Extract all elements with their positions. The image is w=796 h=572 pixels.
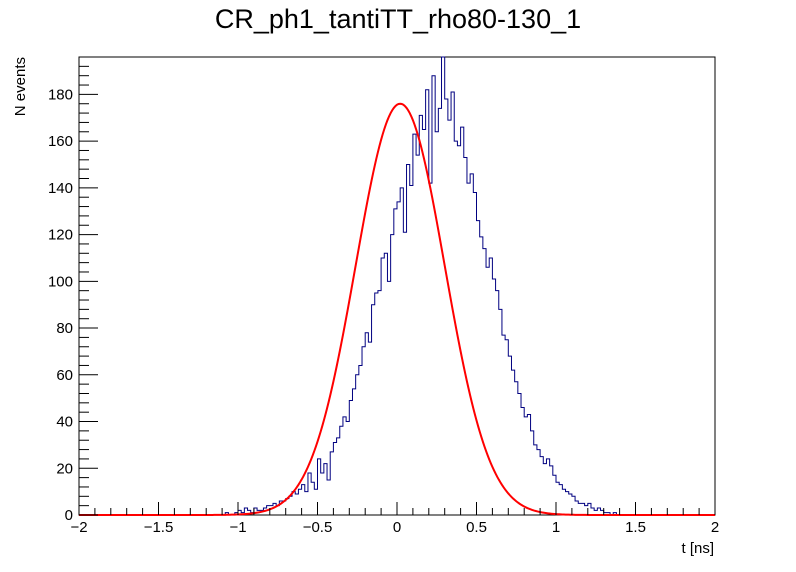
x-tick-label: 0 <box>393 519 401 536</box>
histogram-layer <box>79 56 715 516</box>
y-tick-label: 100 <box>48 273 73 290</box>
x-tick-label: −1.5 <box>144 519 174 536</box>
fit-layer <box>79 102 715 516</box>
x-tick-label: 0.5 <box>466 519 487 536</box>
y-tick-label: 0 <box>65 507 73 524</box>
y-axis-label: N events <box>12 57 29 116</box>
gaussian-fit-line <box>79 102 715 516</box>
histogram-series <box>79 56 715 516</box>
y-tick-label: 160 <box>48 133 73 150</box>
x-tick-label: −1 <box>229 519 246 536</box>
x-tick-label: 1.5 <box>625 519 646 536</box>
y-tick-label: 60 <box>56 367 73 384</box>
y-tick-label: 180 <box>48 86 73 103</box>
x-tick-label: 1 <box>552 519 560 536</box>
plot-frame <box>78 56 716 516</box>
x-tick-label: −2 <box>70 519 87 536</box>
x-tick-label: 2 <box>711 519 719 536</box>
y-tick-label: 20 <box>56 460 73 477</box>
y-tick-label: 120 <box>48 227 73 244</box>
chart-title: CR_ph1_tantiTT_rho80-130_1 <box>214 4 582 34</box>
x-tick-label: −0.5 <box>303 519 333 536</box>
y-tick-label: 80 <box>56 320 73 337</box>
axis-layer: −2 −1.5 −1 −0.5 0 0.5 1 1.5 20204060801001201401… <box>48 56 719 536</box>
y-tick-label: 40 <box>56 414 73 431</box>
x-axis-label: t [ns] <box>681 540 714 557</box>
y-tick-label: 140 <box>48 180 73 197</box>
